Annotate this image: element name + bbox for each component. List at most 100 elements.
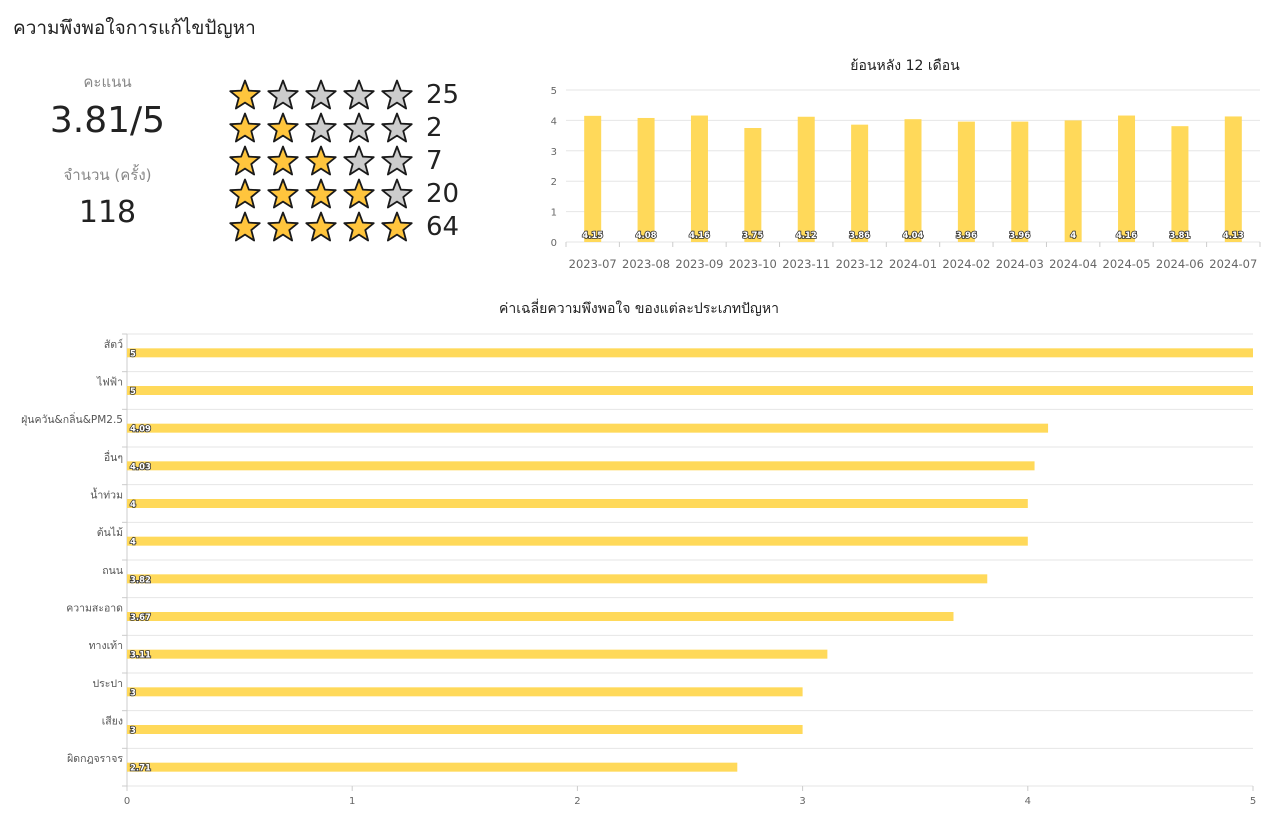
category-bar [127, 499, 1028, 508]
bar-data-label: 4 [130, 538, 136, 548]
x-tick-label: 3 [799, 796, 805, 807]
category-label: ทางเท้า [89, 640, 123, 652]
x-tick-label: 2023-12 [836, 257, 884, 271]
x-tick-label: 2024-06 [1156, 257, 1204, 271]
star-filled-icon [305, 145, 337, 175]
category-label: ประปา [92, 678, 123, 690]
monthly-bar [1171, 126, 1189, 242]
monthly-bar [1064, 120, 1082, 242]
star-filled-icon [229, 178, 261, 208]
category-label: เสียง [102, 715, 123, 728]
x-tick-label: 4 [1025, 796, 1031, 807]
x-tick-label: 2023-10 [729, 257, 777, 271]
star-filled-icon [267, 211, 299, 241]
y-tick-label: 2 [551, 177, 557, 188]
category-bar [127, 725, 803, 734]
star-filled-icon [229, 211, 261, 241]
star-filled-icon [267, 112, 299, 142]
rating-count: 20 [426, 178, 460, 209]
category-label: ผิดกฎจราจร [67, 753, 123, 765]
monthly-bar [1011, 121, 1029, 242]
monthly-bar [1118, 115, 1136, 242]
y-tick-label: 0 [551, 238, 557, 249]
category-chart-title: ค่าเฉลี่ยความพึงพอใจ ของแต่ละประเภทปัญหา [499, 299, 779, 317]
star-filled-icon [267, 178, 299, 208]
category-bar [127, 612, 954, 621]
bar-data-label: 3 [130, 688, 136, 698]
category-bar [127, 386, 1253, 395]
bar-data-label: 2.71 [130, 764, 151, 774]
bar-data-label: 3.11 [130, 651, 151, 661]
category-label: น้ำท่วม [90, 488, 123, 502]
count-label: จำนวน (ครั้ง) [63, 166, 152, 184]
bar-data-label: 3.96 [1009, 231, 1030, 241]
bar-data-label: 4.12 [796, 231, 817, 241]
bar-data-label: 4.13 [1223, 231, 1244, 241]
star-filled-icon [343, 178, 375, 208]
star-empty-icon [381, 112, 413, 142]
bar-data-label: 3.96 [956, 231, 977, 241]
bar-data-label: 3.86 [849, 231, 870, 241]
category-label: ไฟฟ้า [96, 376, 123, 389]
x-tick-label: 1 [349, 796, 355, 807]
category-bar [127, 762, 738, 772]
x-tick-label: 2023-08 [622, 257, 670, 271]
monthly-bar [690, 115, 708, 242]
rating-row-1-star: 25 [228, 78, 459, 111]
star-empty-icon [305, 112, 337, 142]
x-tick-label: 2024-05 [1103, 257, 1151, 271]
category-label: ความสะอาด [66, 603, 123, 615]
star-empty-icon [343, 112, 375, 142]
y-tick-label: 5 [551, 86, 557, 97]
monthly-bar [584, 115, 602, 242]
monthly-bar [797, 116, 815, 242]
star-empty-icon [267, 79, 299, 109]
category-bar [127, 461, 1035, 471]
y-tick-label: 4 [551, 116, 557, 127]
bar-data-label: 4.16 [1116, 231, 1137, 241]
bar-data-label: 4.04 [903, 231, 924, 241]
bar-data-label: 4 [1070, 231, 1076, 241]
star-empty-icon [343, 145, 375, 175]
bar-data-label: 4.16 [689, 231, 710, 241]
bar-data-label: 3.82 [130, 575, 151, 585]
star-empty-icon [381, 79, 413, 109]
y-tick-label: 1 [551, 208, 557, 219]
category-bar [127, 536, 1028, 546]
y-tick-label: 3 [551, 147, 557, 158]
x-tick-label: 5 [1250, 796, 1256, 807]
count-value: 118 [78, 195, 137, 230]
star-filled-icon [381, 211, 413, 241]
monthly-bar [851, 124, 869, 242]
rating-row-5-star: 64 [228, 210, 459, 243]
x-tick-label: 2 [574, 796, 580, 807]
star-empty-icon [381, 178, 413, 208]
monthly-chart: ย้อนหลัง 12 เดือน 0 1 2 3 4 5 4.15 2023-07 4.08 20… [551, 58, 1261, 271]
monthly-chart-title: ย้อนหลัง 12 เดือน [850, 58, 960, 74]
rating-count: 7 [426, 145, 443, 176]
star-filled-icon [305, 211, 337, 241]
rating-row-4-star: 20 [228, 177, 459, 210]
rating-row-3-star: 7 [228, 144, 459, 177]
star-empty-icon [305, 79, 337, 109]
bar-data-label: 3.75 [742, 231, 763, 241]
x-tick-label: 2023-07 [569, 257, 617, 271]
monthly-bar [637, 117, 655, 242]
x-tick-label: 2023-09 [675, 257, 723, 271]
category-label: ต้นไม้ [97, 526, 123, 539]
monthly-bar [904, 119, 922, 242]
star-filled-icon [229, 145, 261, 175]
rating-count: 64 [426, 211, 460, 242]
category-bar [127, 348, 1253, 358]
category-bar [127, 649, 828, 659]
score-value: 3.81/5 [49, 100, 166, 141]
category-label: ฝุ่นควัน&กลิ่น&PM2.5 [21, 412, 123, 426]
bar-data-label: 4 [130, 500, 136, 510]
score-summary: คะแนน 3.81/5 จำนวน (ครั้ง) 118 [20, 70, 195, 230]
bar-data-label: 4.09 [130, 425, 151, 435]
star-filled-icon [229, 112, 261, 142]
category-label: อื่นๆ [104, 450, 123, 464]
x-tick-label: 2024-07 [1209, 257, 1257, 271]
bar-data-label: 5 [130, 387, 136, 397]
category-label: ถนน [102, 565, 123, 577]
